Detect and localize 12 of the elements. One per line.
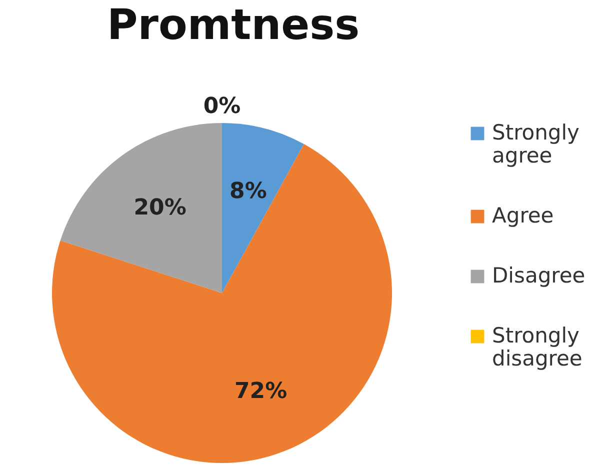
legend-label: Strongly agree (492, 120, 580, 168)
data-label: 8% (230, 178, 267, 204)
legend-label: Disagree (492, 264, 586, 288)
data-label: 20% (134, 196, 186, 221)
pie-slice (222, 123, 304, 293)
legend-label: Strongly disagree (492, 324, 582, 370)
data-label: 72% (234, 379, 288, 404)
chart-title: Promtness (107, 0, 360, 49)
pie-slice (60, 123, 222, 293)
pie-slice (52, 144, 392, 463)
legend-label: Agree (492, 204, 554, 228)
text: 0% (203, 94, 241, 119)
